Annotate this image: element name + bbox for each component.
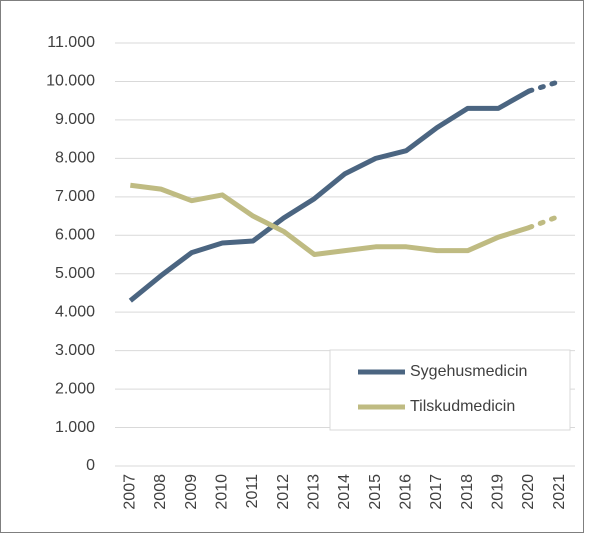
x-tick-label: 2015 [367,474,384,510]
y-tick-label: 2.000 [55,380,95,397]
y-tick-label: 1.000 [55,419,95,436]
legend-box [329,349,571,431]
y-tick-label: 9.000 [55,111,95,128]
x-tick-label: 2020 [520,474,537,510]
y-tick-label: 7.000 [55,188,95,205]
series-line-projection [526,78,563,94]
x-tick-label: 2008 [152,474,169,510]
y-tick-label: 6.000 [55,226,95,243]
y-tick-label: 10.000 [46,73,95,90]
x-tick-label: 2010 [214,474,231,510]
x-tick-label: 2016 [398,474,415,510]
y-tick-label: 4.000 [55,303,95,320]
x-tick-label: 2017 [428,474,445,510]
y-tick-label: 8.000 [55,150,95,167]
x-tick-label: 2007 [122,474,139,510]
y-tick-label: 5.000 [55,265,95,282]
x-tick-label: 2018 [459,474,476,510]
y-tick-label: 11.000 [47,34,95,51]
y-tick-label: 0 [86,457,95,474]
x-tick-label: 2012 [275,474,292,510]
series-line [128,88,531,303]
x-tick-label: 2013 [306,474,323,510]
x-tick-label: 2019 [490,474,507,510]
x-tick-label: 2009 [183,474,200,510]
series-line-projection [526,213,563,231]
legend-label: Sygehusmedicin [410,363,527,380]
x-tick-label: 2011 [244,474,261,509]
legend-label: Tilskudmedicin [410,398,515,415]
x-tick-label: 2021 [551,474,568,510]
series-line [130,182,530,257]
x-tick-label: 2014 [336,474,353,510]
y-tick-label: 3.000 [55,342,95,359]
